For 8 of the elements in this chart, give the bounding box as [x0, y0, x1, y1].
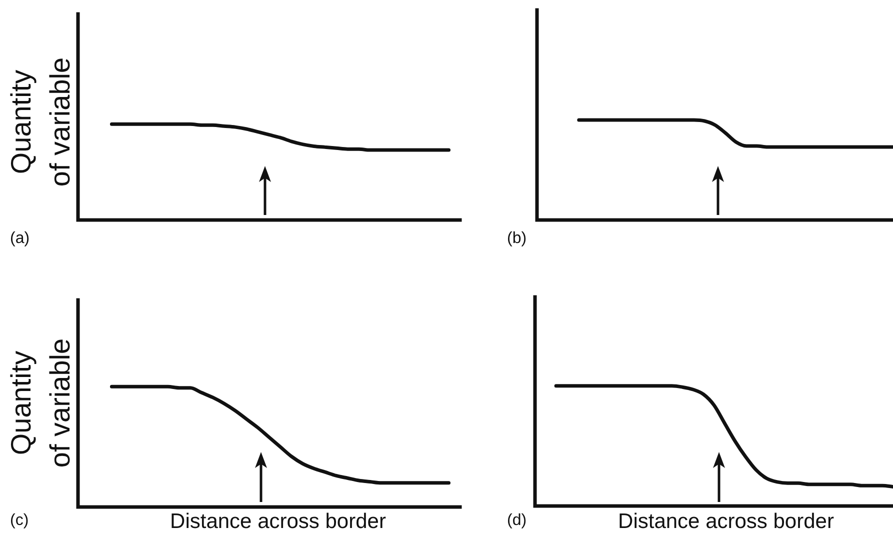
text: (d) — [507, 512, 527, 530]
x-axis-title: Distance across border — [169, 510, 387, 534]
text: (c) — [10, 512, 29, 530]
x-axis-title: Distance across border — [617, 510, 835, 534]
text: (b) — [507, 230, 527, 248]
text: (a) — [10, 230, 30, 248]
y-axis-title: Quantity of variable — [4, 56, 76, 188]
y-axis-title: Quantity of variable — [4, 338, 76, 468]
